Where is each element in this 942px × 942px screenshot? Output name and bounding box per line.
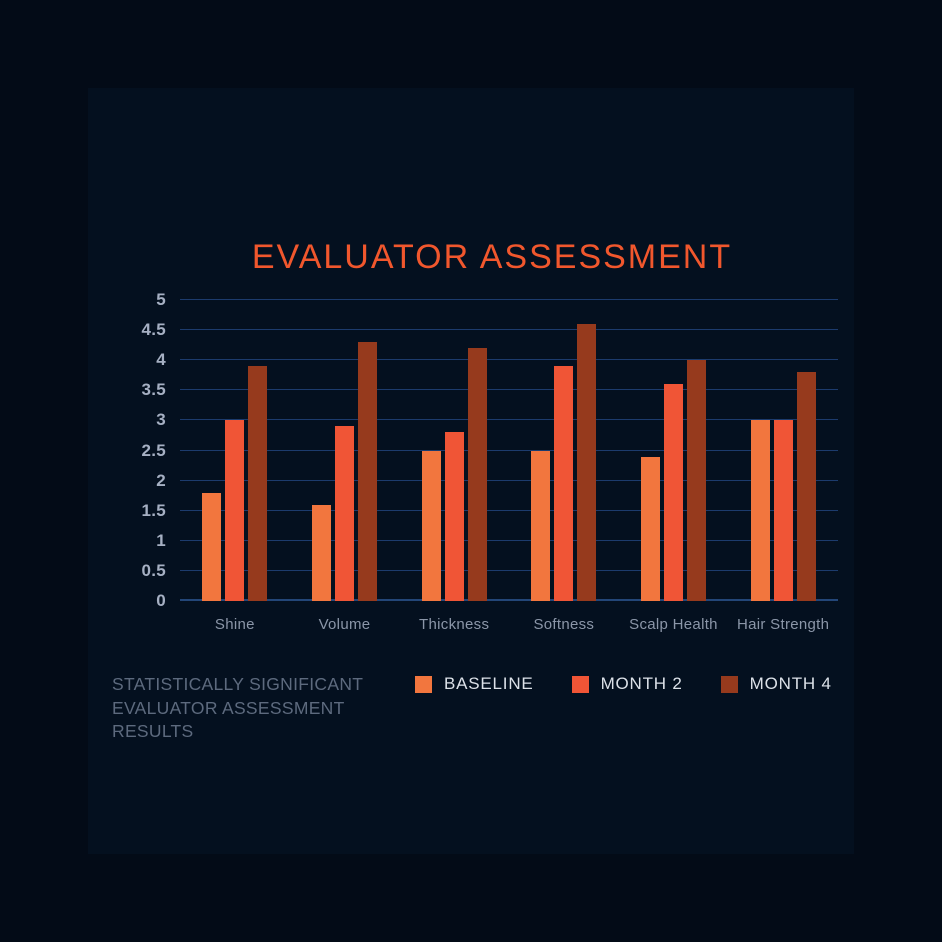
bar-month-2 [334, 426, 354, 601]
gridline [180, 299, 838, 300]
bar-group-softness [509, 300, 619, 601]
bar-month-4 [357, 342, 377, 601]
category-label: Softness [533, 616, 595, 633]
gridline [180, 479, 838, 481]
category-label: Thickness [419, 616, 490, 633]
chart-title: EVALUATOR ASSESSMENT [251, 238, 733, 276]
bar-month-2 [225, 420, 245, 601]
y-tick-label: 4 [156, 350, 166, 370]
bar-group-volume [290, 300, 400, 601]
gridline [180, 359, 838, 361]
legend-label: BASELINE [444, 674, 534, 693]
x-axis: Shine Volume Thickness Softness Scalp Health… [180, 616, 838, 638]
legend-item-month-4: MONTH 4 [720, 674, 832, 694]
gridline [180, 329, 838, 331]
footnote-line: STATISTICALLY SIGNIFICANT [112, 674, 364, 694]
bar-month-4 [577, 324, 597, 601]
footnote-line: RESULTS [112, 721, 194, 741]
bar-month-2 [554, 366, 574, 601]
footnote-line: EVALUATOR ASSESSMENT [112, 697, 345, 718]
category-label: Hair Strength [737, 616, 830, 633]
y-tick-label: 1.5 [141, 500, 166, 520]
legend-item-baseline: BASELINE [415, 674, 534, 694]
x-axis-line [180, 599, 838, 601]
legend-swatch-icon [720, 675, 738, 693]
y-tick-label: 2 [156, 470, 166, 490]
legend-label: MONTH 2 [600, 674, 683, 693]
legend-swatch-icon [415, 675, 432, 693]
y-tick-label: 2.5 [141, 440, 166, 460]
y-tick-label: 0.5 [141, 560, 166, 580]
plot-area [180, 299, 838, 601]
bar-baseline [640, 456, 660, 601]
gridline [180, 419, 838, 421]
bar-month-2 [773, 420, 793, 601]
legend-label: MONTH 4 [749, 674, 832, 693]
category-label: Shine [214, 616, 255, 633]
legend-item-month-2: MONTH 2 [571, 674, 683, 694]
gridline [180, 389, 838, 391]
bar-group-hair-strength [728, 300, 838, 601]
gridline [180, 539, 838, 541]
y-tick-label: 5 [156, 290, 166, 309]
footnote: STATISTICALLY SIGNIFICANT EVALUATOR ASSE… [112, 673, 363, 744]
bar-group-shine [180, 300, 290, 601]
bar-month-4 [467, 348, 487, 601]
bar-month-4 [248, 366, 268, 601]
y-tick-label: 3.5 [141, 380, 166, 400]
y-axis: 0 0.5 1 1.5 2 2.5 3 3.5 4 4.5 5 [100, 290, 166, 610]
bar-baseline [421, 450, 441, 601]
bar-month-2 [444, 432, 464, 601]
y-tick-label: 3 [156, 410, 166, 430]
y-tick-label: 0 [156, 591, 166, 610]
bar-month-4 [686, 360, 706, 601]
legend: BASELINE MONTH 2 MONTH 4 [415, 674, 832, 694]
gridline [180, 569, 838, 571]
bar-month-4 [796, 372, 816, 601]
bar-group-thickness [399, 300, 509, 601]
bar-group-scalp-health [619, 300, 729, 601]
bar-month-2 [663, 384, 683, 601]
category-label: Scalp Health [629, 616, 718, 633]
gridline [180, 449, 838, 451]
y-tick-label: 4.5 [141, 320, 166, 340]
gridline [180, 509, 838, 511]
bar-baseline [202, 492, 222, 601]
bar-baseline [311, 504, 331, 601]
category-label: Volume [318, 616, 371, 633]
y-tick-label: 1 [156, 530, 166, 550]
bar-baseline [531, 450, 551, 601]
legend-swatch-icon [571, 675, 589, 693]
bar-baseline [750, 420, 770, 601]
